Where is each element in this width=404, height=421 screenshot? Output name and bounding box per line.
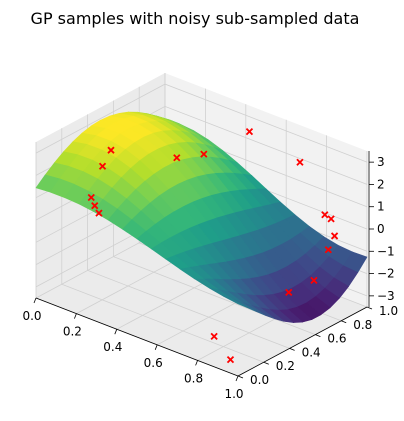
scatter-point (107, 146, 115, 154)
scatter-markers (87, 127, 339, 364)
x-tick-label: 1.0 (224, 387, 243, 401)
x-tick-label: 0.0 (22, 309, 41, 323)
z-tick-label: 2 (377, 177, 385, 191)
z-tick-label: 1 (377, 200, 385, 214)
y-tick-label: 0.8 (353, 318, 372, 332)
y-tick (237, 375, 244, 379)
scatter-point (98, 162, 107, 170)
grid-line (35, 83, 368, 163)
scatter-point-stroke (91, 202, 99, 210)
y-axis-ticks: 0.0 0.2 0.4 0.6 0.8 1.0 (237, 304, 398, 387)
x-tick (195, 360, 198, 366)
scatter-point (296, 158, 304, 166)
scatter-point (210, 332, 218, 340)
scatter-point (327, 215, 335, 223)
scatter-point (310, 276, 318, 285)
scatter-point (95, 209, 103, 217)
y-tick-label: 0.4 (302, 345, 321, 359)
scatter-point-stroke (321, 211, 329, 219)
y-axis-line (237, 306, 368, 377)
scatter-point (173, 154, 181, 162)
x-tick (33, 297, 37, 304)
scatter-point-stroke (245, 127, 254, 136)
scatter-point-stroke (200, 150, 208, 158)
scatter-point (226, 355, 235, 364)
y-tick (263, 361, 269, 365)
y-tick (289, 348, 295, 351)
scatter-point (87, 193, 95, 202)
z-axis-ticks: 3 2 1 0 −1 −2 −3 (369, 155, 395, 303)
scatter-point (324, 246, 332, 254)
x-axis-ticks: 0.0 0.2 0.4 0.6 0.8 1.0 (22, 297, 244, 401)
y-tick-label: 0.0 (250, 373, 269, 387)
scatter-point (285, 288, 293, 297)
x-tick-label: 0.6 (144, 356, 163, 370)
y-tick (341, 320, 347, 324)
x-tick (235, 375, 239, 382)
scatter-point-stroke (226, 355, 235, 364)
scatter-point (330, 232, 339, 240)
surface-plot (35, 111, 368, 324)
x-tick (114, 329, 118, 335)
x-tick (74, 313, 77, 319)
scatter-point (321, 211, 329, 219)
x-tick-label: 0.2 (63, 325, 82, 339)
z-tick-label: −3 (377, 289, 395, 303)
z-tick-label: −1 (377, 244, 395, 258)
pane-floor (36, 229, 367, 376)
z-tick-label: −2 (377, 267, 395, 281)
z-tick-label: 0 (377, 222, 385, 236)
scatter-point-stroke (87, 193, 95, 202)
z-tick-label: 3 (377, 155, 385, 169)
surface-face (223, 296, 248, 308)
scatter-point (91, 202, 99, 210)
chart-title: GP samples with noisy sub-sampled data (31, 9, 360, 28)
scatter-point-stroke (107, 146, 115, 154)
x-axis-line (35, 297, 239, 377)
y-tick-label: 0.6 (327, 332, 346, 346)
scatter-point-stroke (327, 215, 335, 223)
scatter-point-stroke (310, 276, 318, 285)
x-tick-label: 0.4 (103, 340, 122, 354)
scatter-point (200, 150, 208, 158)
x-tick (154, 344, 158, 350)
scatter-point-stroke (98, 162, 107, 170)
scatter-point-stroke (296, 158, 304, 166)
scatter-point-stroke (95, 209, 103, 217)
y-tick-label: 1.0 (379, 304, 398, 318)
scatter-point-stroke (210, 332, 218, 340)
scatter-point (245, 127, 254, 136)
scatter-point-stroke (324, 246, 332, 254)
scatter-point-stroke (330, 232, 339, 240)
scatter-point-stroke (285, 288, 293, 297)
scatter-point-stroke (173, 154, 181, 162)
y-tick (315, 334, 321, 337)
x-tick-label: 0.8 (184, 371, 203, 385)
y-tick-label: 0.2 (276, 359, 295, 373)
y-tick (366, 306, 373, 310)
